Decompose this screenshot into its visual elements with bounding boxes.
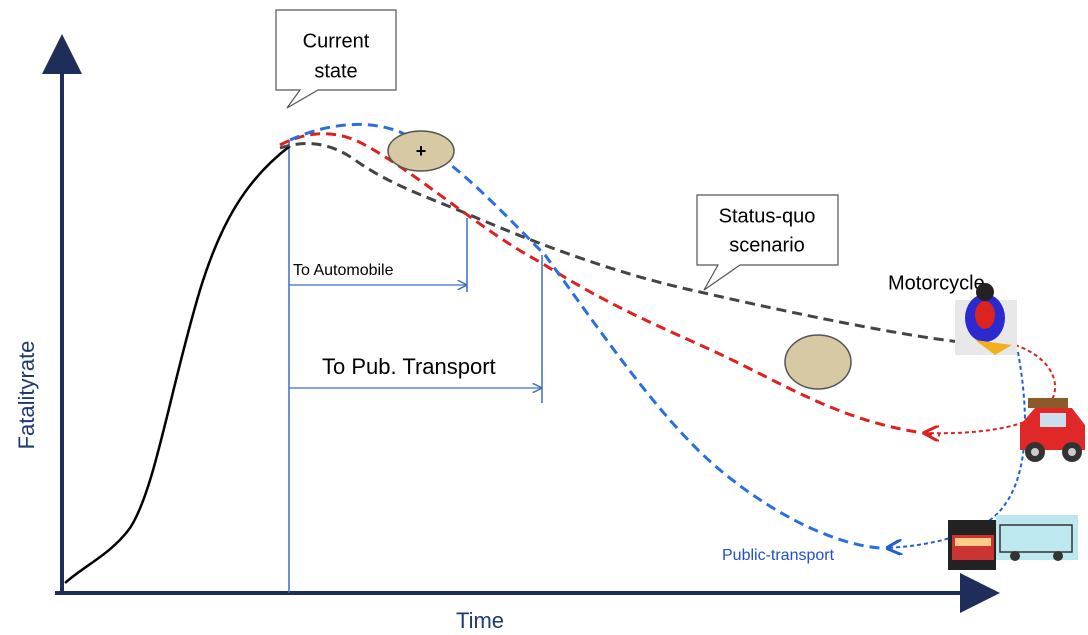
public-transport-label: Public-transport [722,547,835,564]
status-quo-curve [279,142,961,344]
plus-sign: + [416,141,427,161]
to-public-transport-label: To Pub. Transport [322,354,496,379]
motorcycle-icon [955,283,1017,355]
public-transport-curve [289,123,881,550]
x-axis-label: Time [456,608,504,633]
transit-icon [948,515,1078,570]
callout-text: scenario [729,234,805,256]
status-quo-callout [696,194,839,291]
y-axis-label: Fatalityrate [14,341,39,450]
automobile-curve [279,132,941,437]
plus-ellipse [387,130,455,172]
current-state-callout [275,9,397,109]
ellipse [784,334,852,390]
motorcycle-label: Motorcycle [888,272,985,294]
callout-text: state [314,60,357,82]
to-automobile-label: To Automobile [293,262,394,279]
callout-text: Status-quo [719,205,816,227]
car-icon [1020,398,1085,462]
callout-text: Current [303,30,370,52]
history-curve [64,145,291,584]
